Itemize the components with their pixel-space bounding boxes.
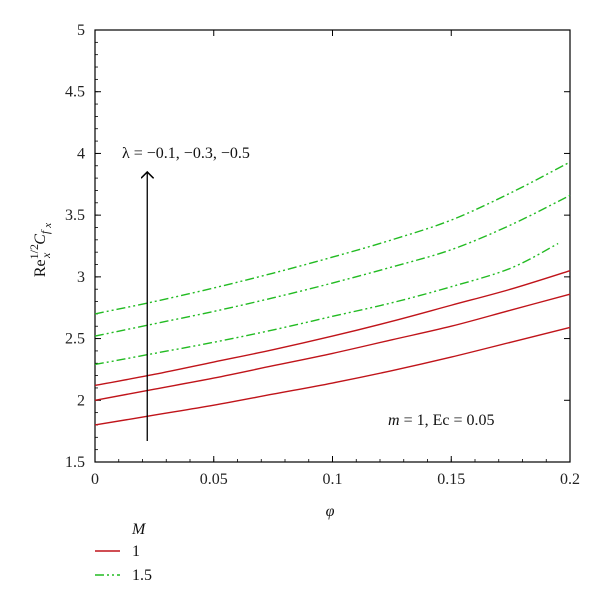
x-tick-label: 0.2 <box>560 471 580 488</box>
x-axis-label: φ <box>326 503 335 520</box>
x-tick-label: 0.05 <box>200 471 228 488</box>
legend: M 1 1.5 <box>95 521 152 584</box>
lambda-annotation: λ = −0.1, −0.3, −0.5 <box>122 145 250 162</box>
parameters-annotation: m = 1, Ec = 0.05 <box>388 412 494 429</box>
series-layer <box>94 161 571 426</box>
y-tick-label: 1.5 <box>65 454 85 471</box>
series-line-M1-lambda-0.3 <box>94 293 571 401</box>
y-tick-label: 5 <box>77 22 85 39</box>
y-tick-label: 2 <box>77 392 85 409</box>
param-values: = 1, Ec = 0.05 <box>400 412 495 429</box>
series-line-M1-5-lambda-0.5 <box>94 161 571 315</box>
plot-area-frame <box>94 29 571 463</box>
legend-label-m1-5: 1.5 <box>132 567 152 584</box>
y-tick-label: 4 <box>77 145 85 162</box>
x-tick-label: 0.1 <box>323 471 343 488</box>
series-line-M1-5-lambda-0.1 <box>94 242 559 366</box>
x-tick-label: 0.15 <box>437 471 465 488</box>
x-tick-label: 0 <box>91 471 99 488</box>
y-axis-label: Re1/2xCfx <box>27 223 54 277</box>
series-line-M1-lambda-0.5 <box>94 270 571 387</box>
series-line-M1-5-lambda-0.3 <box>94 194 571 337</box>
y-tick-label: 2.5 <box>65 331 85 348</box>
axis-tick-labels: 0 0.05 0.1 0.15 0.2 1.5 2 2.5 3 3.5 4 4.5 5 <box>65 22 580 488</box>
param-m-symbol: m <box>388 412 400 429</box>
y-tick-label: 3 <box>77 269 85 286</box>
axis-ticks <box>94 29 571 463</box>
series-line-M1-lambda-0.1 <box>94 326 571 426</box>
y-tick-label: 4.5 <box>65 84 85 101</box>
legend-label-m1: 1 <box>132 543 140 560</box>
y-tick-label: 3.5 <box>65 207 85 224</box>
legend-title: M <box>131 521 147 538</box>
